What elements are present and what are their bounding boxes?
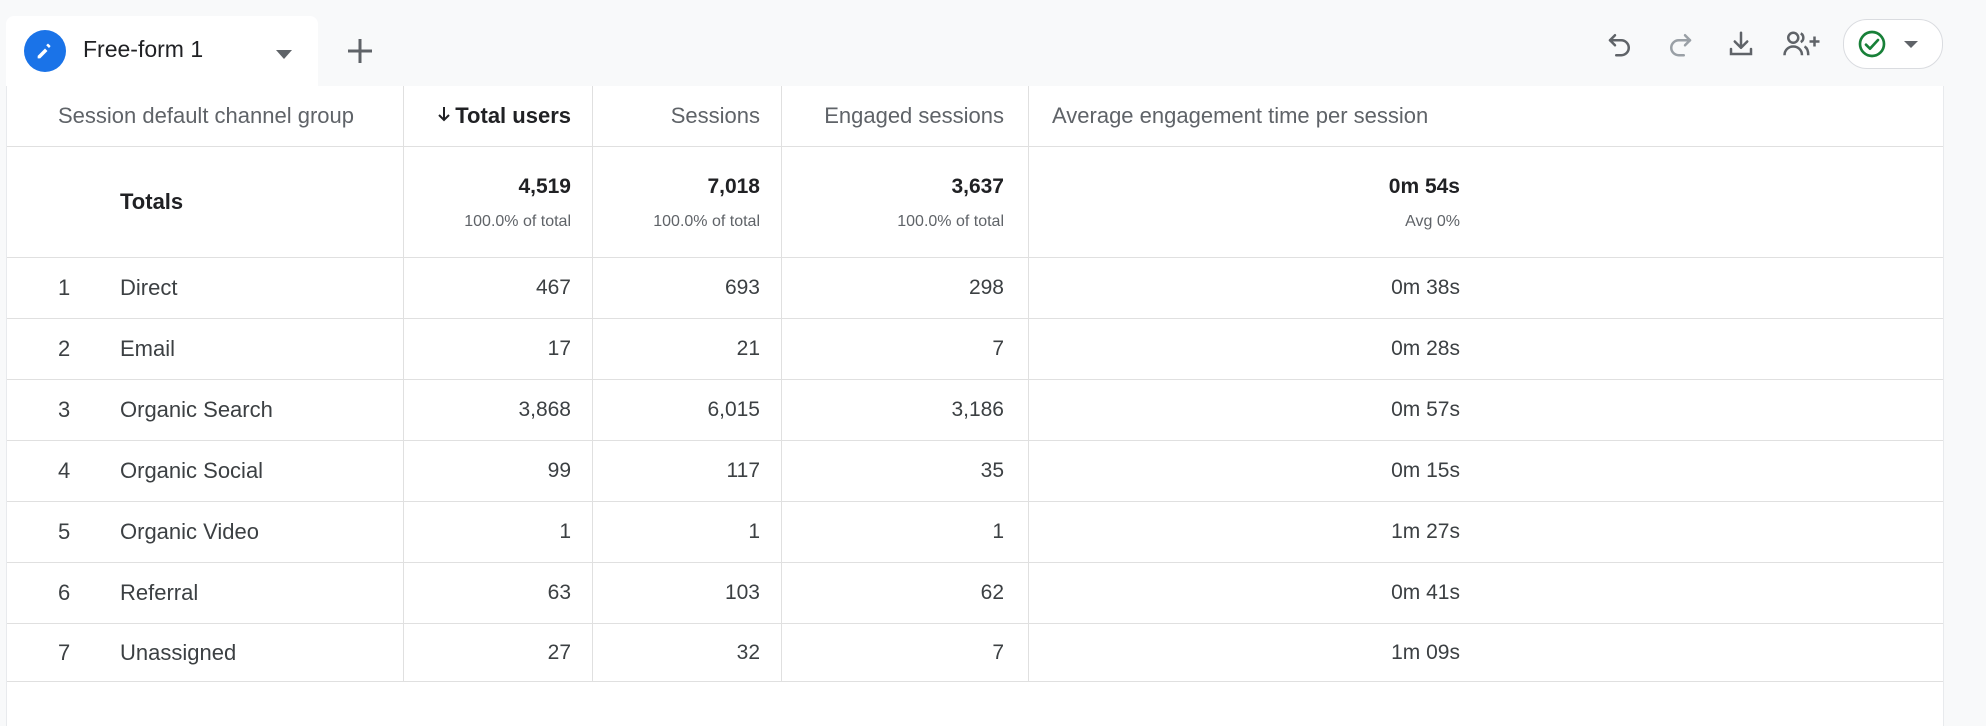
column-header-engaged-sessions[interactable]: Engaged sessions (824, 103, 1004, 128)
total-users-value: 27 (547, 640, 571, 664)
sessions-value: 32 (736, 640, 760, 664)
totals-avg-engagement: 0m 54s Avg 0% (1028, 147, 1460, 257)
total-users-value: 3,868 (518, 398, 571, 421)
redo-icon (1670, 34, 1692, 57)
avg-engagement-value: 1m 27s (1391, 520, 1460, 543)
avg-engagement-value: 1m 09s (1391, 640, 1460, 664)
totals-engaged-sessions: 3,637 100.0% of total (781, 147, 1004, 257)
engaged-sessions-value: 1 (992, 520, 1004, 543)
sessions-value: 1 (748, 520, 760, 543)
engaged-sessions-value: 62 (980, 581, 1004, 604)
totals-percent: 100.0% of total (897, 213, 1004, 230)
add-tab-button[interactable] (340, 31, 380, 71)
channel-name: Organic Social (120, 458, 264, 483)
engaged-sessions-value: 35 (980, 459, 1004, 482)
sessions-value: 117 (726, 459, 760, 482)
exploration-toolbar: Free-form 1 (0, 0, 1986, 86)
table-row[interactable]: 3 Organic Search 3,868 6,015 3,186 0m 57… (7, 380, 1943, 441)
column-header-avg-engagement[interactable]: Average engagement time per session (1052, 103, 1429, 128)
sessions-value: 21 (736, 337, 760, 360)
undo-icon (1608, 34, 1630, 57)
totals-row: Totals 4,519 100.0% of total 7,018 100.0… (7, 147, 1943, 258)
channel-name: Email (120, 336, 176, 361)
insights-status-button[interactable] (1843, 19, 1943, 69)
totals-sessions: 7,018 100.0% of total (592, 147, 760, 257)
row-index: 4 (58, 458, 71, 483)
column-divider (1028, 86, 1029, 681)
avg-engagement-value: 0m 41s (1391, 581, 1460, 604)
totals-label: Totals (120, 189, 184, 214)
tab-menu-caret-icon[interactable] (276, 50, 292, 59)
totals-value: 7,018 (707, 175, 760, 198)
table-row[interactable]: 5 Organic Video 1 1 1 1m 27s (7, 502, 1943, 563)
table-row[interactable]: 2 Email 17 21 7 0m 28s (7, 319, 1943, 380)
free-form-table: Session default channel group Total user… (6, 86, 1944, 726)
engaged-sessions-value: 3,186 (951, 398, 1004, 421)
total-users-value: 467 (535, 276, 571, 299)
totals-value: 4,519 (518, 175, 571, 198)
column-divider (592, 86, 593, 681)
totals-percent: 100.0% of total (653, 213, 760, 230)
sessions-value: 693 (724, 276, 760, 299)
tab-free-form-1[interactable]: Free-form 1 (6, 16, 318, 86)
table-header-row: Session default channel group Total user… (7, 86, 1943, 147)
row-index: 3 (58, 397, 71, 422)
redo-button[interactable] (1660, 24, 1700, 64)
row-index: 5 (58, 519, 71, 544)
channel-name: Organic Video (120, 519, 260, 544)
totals-value: 3,637 (951, 175, 1004, 198)
column-divider (403, 86, 404, 681)
table-row[interactable]: 4 Organic Social 99 117 35 0m 15s (7, 441, 1943, 502)
totals-percent: 100.0% of total (464, 213, 571, 230)
engaged-sessions-value: 7 (992, 640, 1004, 664)
channel-name: Referral (120, 580, 199, 605)
share-icon (1783, 31, 1820, 56)
download-button[interactable] (1721, 24, 1761, 64)
table-row[interactable]: 1 Direct 467 693 298 0m 38s (7, 258, 1943, 319)
total-users-value: 63 (547, 581, 571, 604)
sessions-value: 103 (724, 581, 760, 604)
plus-icon (348, 39, 372, 63)
totals-percent: Avg 0% (1405, 213, 1460, 230)
column-header-total-users[interactable]: Total users (403, 86, 571, 146)
pencil-icon (24, 30, 66, 72)
table-row[interactable]: 7 Unassigned 27 32 7 1m 09s (7, 624, 1943, 682)
totals-value: 0m 54s (1388, 175, 1460, 198)
sort-descending-icon (437, 103, 451, 129)
table-row[interactable]: 6 Referral 63 103 62 0m 41s (7, 563, 1943, 624)
tab-label: Free-form 1 (83, 36, 204, 62)
engaged-sessions-value: 7 (992, 337, 1004, 360)
totals-total-users: 4,519 100.0% of total (403, 147, 571, 257)
engaged-sessions-value: 298 (968, 276, 1004, 299)
check-circle-icon (1858, 30, 1886, 58)
avg-engagement-value: 0m 28s (1391, 337, 1460, 360)
channel-name: Unassigned (120, 639, 237, 665)
row-index: 1 (58, 275, 71, 300)
column-divider (781, 86, 782, 681)
avg-engagement-value: 0m 57s (1391, 398, 1460, 421)
download-icon (1729, 31, 1753, 56)
total-users-value: 17 (547, 337, 571, 360)
share-button[interactable] (1782, 24, 1822, 64)
column-header-label: Total users (455, 103, 571, 128)
undo-button[interactable] (1600, 24, 1640, 64)
row-index: 2 (58, 336, 71, 361)
caret-down-icon (1904, 40, 1918, 48)
total-users-value: 1 (559, 520, 571, 543)
avg-engagement-value: 0m 15s (1391, 459, 1460, 482)
channel-name: Organic Search (120, 397, 273, 422)
channel-name: Direct (120, 275, 178, 300)
sessions-value: 6,015 (707, 398, 760, 421)
total-users-value: 99 (547, 459, 571, 482)
avg-engagement-value: 0m 38s (1391, 276, 1460, 299)
column-header-channel[interactable]: Session default channel group (58, 103, 354, 128)
row-index: 7 (58, 639, 71, 665)
row-index: 6 (58, 580, 71, 605)
column-header-sessions[interactable]: Sessions (670, 103, 760, 128)
